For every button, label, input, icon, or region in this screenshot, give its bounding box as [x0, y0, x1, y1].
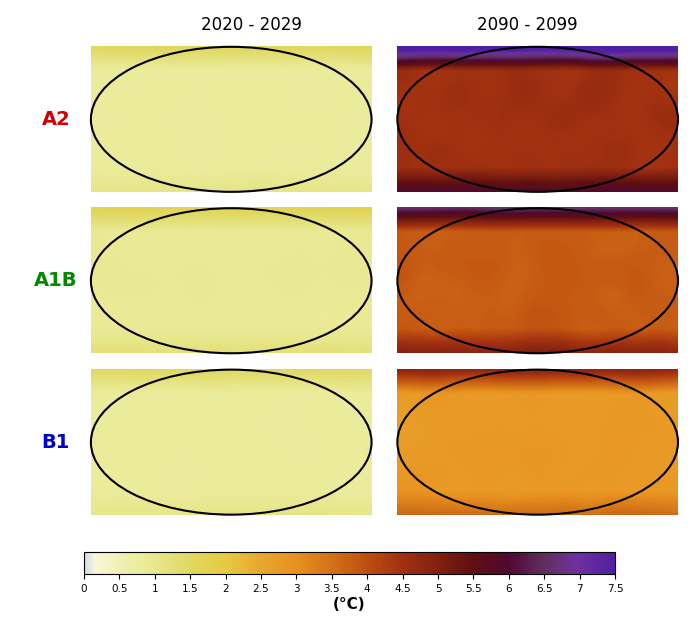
- Text: 2020 - 2029: 2020 - 2029: [201, 15, 302, 34]
- Text: A1B: A1B: [34, 271, 78, 290]
- Text: (°C): (°C): [333, 597, 366, 612]
- Text: B1: B1: [42, 433, 70, 452]
- Text: A2: A2: [41, 110, 70, 129]
- Text: 2090 - 2099: 2090 - 2099: [477, 15, 578, 34]
